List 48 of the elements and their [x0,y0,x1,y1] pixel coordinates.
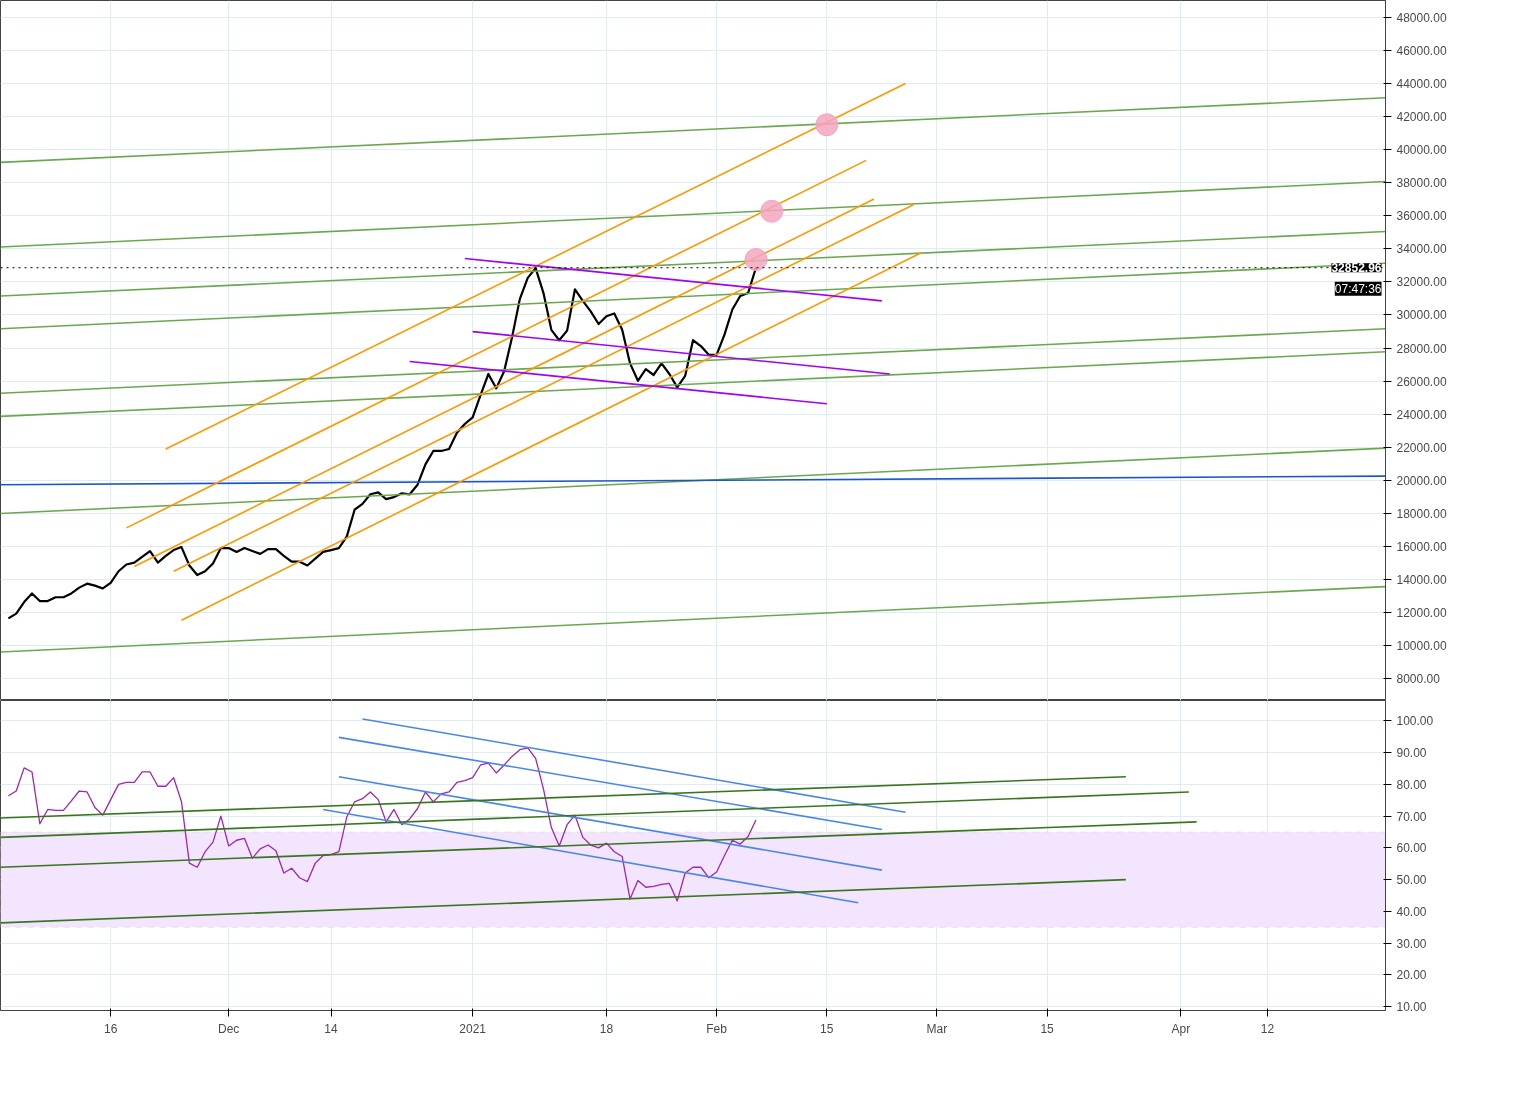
y-tick-label: 48000.00 [1396,10,1447,25]
x-tick-label: Apr [1171,1021,1191,1036]
x-tick-label: 12 [1260,1021,1275,1036]
x-tick-label: 2021 [459,1021,487,1036]
point [744,248,768,271]
x-tick-label: 18 [599,1021,614,1036]
y-tick-label: 30000.00 [1396,308,1447,323]
annotation: 07:47:36 [1334,281,1382,296]
y-tick-label: 42000.00 [1396,109,1447,124]
y-tick-label: 28000.00 [1396,341,1447,356]
point [815,113,839,137]
x-tick-label: 14 [324,1021,339,1036]
y-tick-label: 46000.00 [1396,43,1447,58]
x-tick-label: 16 [104,1021,118,1036]
y-tick-label: 50.00 [1396,873,1427,888]
y-tick-label: 18000.00 [1396,507,1447,521]
y-tick-label: 10.00 [1396,1000,1427,1015]
y-tick-label: 26000.00 [1396,374,1447,389]
x-tick-label: Dec [218,1021,240,1036]
y-tick-label: 22000.00 [1396,440,1447,455]
x-tick-label: 15 [820,1021,834,1036]
y-tick-label: 30.00 [1396,936,1427,951]
y-tick-label: 20000.00 [1396,473,1447,488]
ref-line-label: 32852.96 [1331,261,1382,276]
y-tick-label: 70.00 [1396,809,1427,824]
y-tick-label: 14000.00 [1396,573,1447,588]
y-tick-label: 16000.00 [1396,540,1447,555]
y-tick-label: 60.00 [1396,841,1427,856]
y-tick-label: 34000.00 [1396,242,1447,257]
y-tick-label: 24000.00 [1396,407,1447,422]
y-tick-label: 80.00 [1396,777,1427,792]
y-tick-label: 38000.00 [1396,176,1447,191]
point [760,199,784,223]
y-tick-label: 20.00 [1396,968,1427,983]
x-tick-label: Mar [926,1021,948,1036]
y-tick-label: 40.00 [1396,904,1427,919]
y-tick-label: 44000.00 [1396,76,1447,91]
y-tick-label: 32000.00 [1396,275,1447,290]
y-tick-label: 100.00 [1396,714,1434,729]
y-tick-label: 90.00 [1396,746,1427,761]
y-tick-label: 10000.00 [1396,639,1447,654]
y-tick-label: 12000.00 [1396,606,1447,621]
x-tick-label: 15 [1040,1021,1055,1036]
x-tick-label: Feb [706,1021,728,1036]
y-tick-label: 36000.00 [1396,209,1447,224]
y-tick-label: 40000.00 [1396,142,1447,157]
y-tick-label: 8000.00 [1396,672,1441,687]
line-series [7,747,757,902]
